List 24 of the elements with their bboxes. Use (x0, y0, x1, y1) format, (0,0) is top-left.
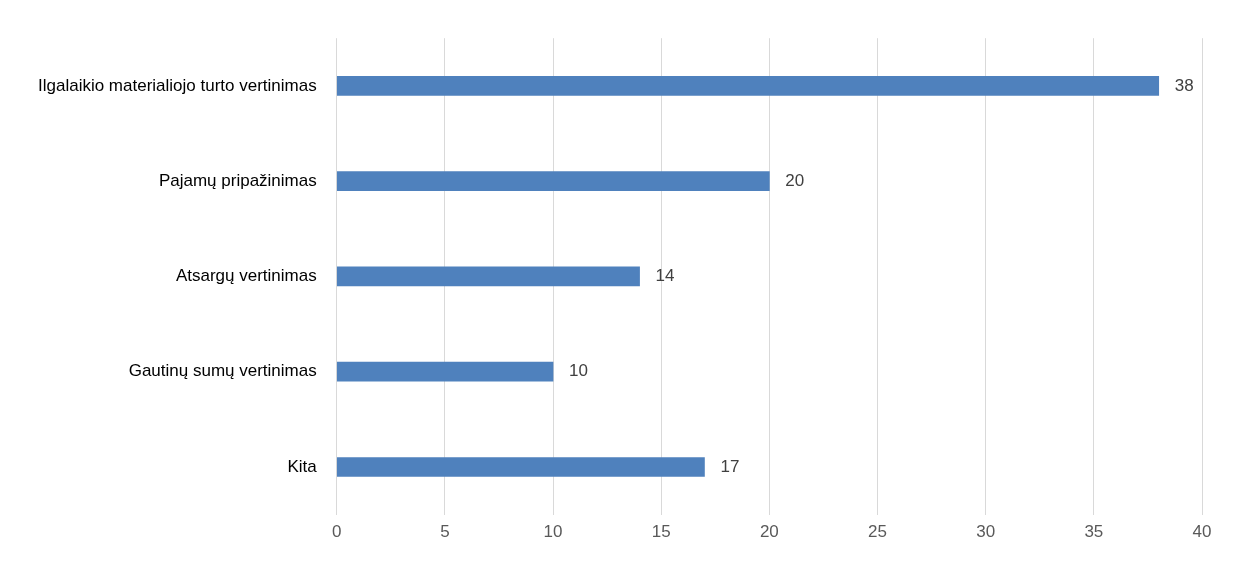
x-tick-label: 20 (759, 522, 779, 542)
data-label: 20 (785, 170, 805, 190)
x-tick-label: 40 (1192, 522, 1212, 542)
bar (336, 457, 705, 477)
y-tick-label: Gautinų sumų vertinimas (128, 361, 317, 381)
bar (336, 361, 554, 382)
x-tick-label: 0 (331, 522, 342, 542)
x-tick-label: 35 (1084, 522, 1104, 542)
y-tick-label: Kita (287, 456, 318, 476)
data-label: 14 (655, 266, 675, 286)
x-tick-label: 10 (543, 522, 563, 542)
data-label: 17 (720, 456, 740, 476)
x-tick-label: 5 (440, 522, 450, 542)
x-tick-label: 25 (868, 522, 887, 542)
y-tick-label: Atsargų vertinimas (175, 266, 317, 286)
data-label: 10 (569, 361, 588, 381)
bar (336, 266, 640, 287)
x-tick-label: 30 (976, 522, 996, 542)
x-tick-label: 15 (651, 522, 671, 542)
bar (336, 171, 770, 191)
y-tick-label: Ilgalaikio materialiojo turto vertinimas (37, 75, 317, 95)
bar (336, 76, 1160, 96)
data-label: 38 (1174, 75, 1194, 95)
y-tick-label: Pajamų pripažinimas (158, 170, 317, 190)
